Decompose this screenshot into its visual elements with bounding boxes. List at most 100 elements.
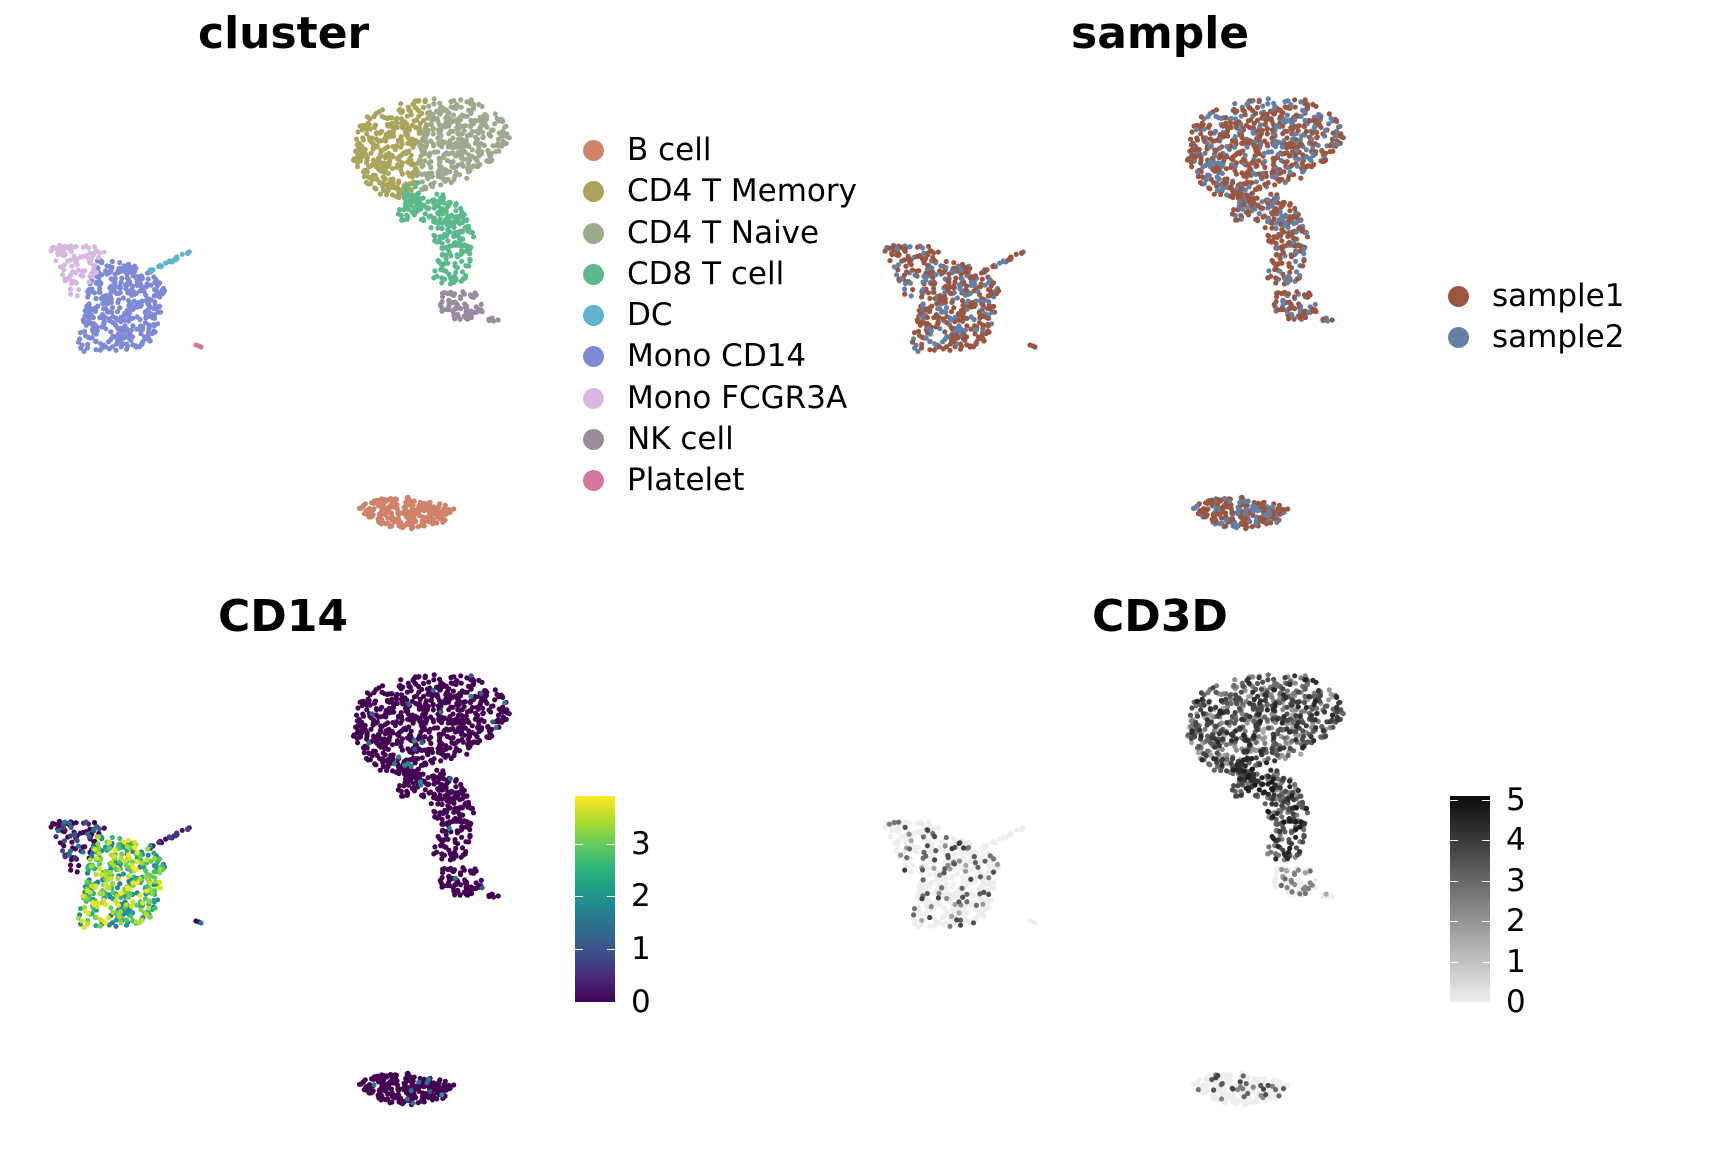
- scatter-point: [1254, 148, 1261, 154]
- scatter-point: [494, 115, 500, 122]
- scatter-point: [118, 314, 124, 320]
- scatter-point: [1254, 104, 1261, 111]
- scatter-point: [355, 129, 361, 135]
- scatter-point: [409, 1091, 415, 1098]
- scatter-point: [402, 1082, 408, 1088]
- scatter-point: [1265, 143, 1271, 149]
- scatter-point: [152, 329, 158, 335]
- scatter-point: [457, 131, 463, 137]
- scatter-point: [987, 277, 993, 283]
- scatter-point: [452, 808, 458, 814]
- scatter-point: [419, 1096, 425, 1102]
- scatter-point: [409, 526, 415, 532]
- scatter-point: [453, 745, 459, 751]
- scatter-point: [455, 120, 461, 126]
- scatter-point: [61, 267, 67, 273]
- scatter-point: [428, 225, 434, 231]
- scatter-point: [445, 215, 451, 221]
- scatter-point: [464, 141, 470, 147]
- scatter-point: [126, 302, 132, 309]
- scatter-point: [415, 180, 421, 186]
- scatter-point: [384, 1091, 391, 1097]
- scatter-point: [398, 134, 404, 140]
- scatter-point: [466, 802, 472, 808]
- scatter-point: [393, 1081, 400, 1087]
- scatter-point: [353, 136, 360, 142]
- scatter-point: [407, 748, 414, 754]
- scatter-point: [1309, 130, 1316, 136]
- scatter-point: [355, 705, 361, 711]
- scatter-point: [355, 164, 361, 170]
- scatter-point: [368, 726, 374, 732]
- scatter-point: [1265, 197, 1271, 203]
- scatter-point: [927, 347, 933, 353]
- scatter-point: [437, 792, 443, 798]
- scatter-point: [488, 127, 495, 133]
- scatter-point: [1280, 249, 1286, 255]
- scatter-point: [1232, 101, 1238, 107]
- scatter-point: [494, 691, 500, 698]
- scatter-point: [1242, 112, 1248, 118]
- scatter-point: [469, 147, 475, 153]
- scatter-point: [459, 826, 465, 832]
- scatter-point: [93, 305, 99, 311]
- scatter-point: [435, 745, 441, 752]
- scatter-point: [420, 104, 427, 111]
- legend-key: [583, 140, 604, 161]
- scatter-point: [422, 747, 428, 753]
- scatter-point: [907, 280, 913, 286]
- scatter-point: [428, 714, 434, 720]
- scatter-point: [390, 730, 396, 736]
- scatter-point: [424, 707, 430, 713]
- scatter-point: [402, 119, 408, 125]
- scatter-point: [1271, 208, 1277, 214]
- scatter-point: [1315, 113, 1321, 119]
- scatter-point: [409, 515, 415, 522]
- scatter-point: [389, 166, 395, 172]
- scatter-point: [439, 842, 445, 848]
- scatter-point: [91, 839, 97, 845]
- scatter-point: [354, 159, 360, 166]
- scatter-point: [114, 317, 120, 323]
- scatter-point: [430, 707, 436, 713]
- scatter-point: [439, 796, 445, 802]
- scatter-point: [1280, 131, 1286, 137]
- scatter-point: [943, 305, 950, 311]
- scatter-point: [474, 734, 480, 740]
- legend-label: sample1: [1492, 278, 1625, 314]
- scatter-point: [937, 326, 943, 332]
- scatter-point: [381, 160, 387, 166]
- scatter-point: [360, 137, 367, 143]
- scatter-point: [74, 262, 80, 268]
- scatter-point: [1215, 160, 1221, 166]
- scatter-point: [1297, 273, 1303, 279]
- scatter-point: [503, 132, 510, 138]
- scatter-point: [90, 314, 96, 321]
- scatter-point: [355, 152, 361, 158]
- scatter-point: [964, 265, 970, 271]
- scatter-point: [411, 676, 417, 682]
- scatter-point: [412, 171, 418, 177]
- scatter-point: [1190, 140, 1196, 146]
- scatter-point: [456, 811, 462, 817]
- scatter-point: [369, 177, 375, 183]
- scatter-point: [979, 276, 985, 282]
- scatter-point: [415, 524, 421, 530]
- scatter-point: [398, 744, 404, 750]
- scatter-point: [459, 250, 465, 256]
- scatter-point: [420, 771, 426, 777]
- scatter-point: [1295, 128, 1301, 134]
- scatter-point: [431, 781, 437, 787]
- scatter-point: [472, 866, 478, 872]
- scatter-point: [424, 781, 430, 787]
- scatter-point: [386, 710, 392, 716]
- scatter-point: [452, 232, 458, 238]
- scatter-point: [93, 338, 99, 344]
- scatter-point: [389, 517, 395, 524]
- scatter-point: [395, 1085, 401, 1091]
- scatter-point: [468, 740, 475, 746]
- scatter-point: [1224, 154, 1230, 160]
- scatter-point: [136, 275, 142, 281]
- scatter-point: [1304, 234, 1311, 240]
- scatter-point: [467, 251, 473, 257]
